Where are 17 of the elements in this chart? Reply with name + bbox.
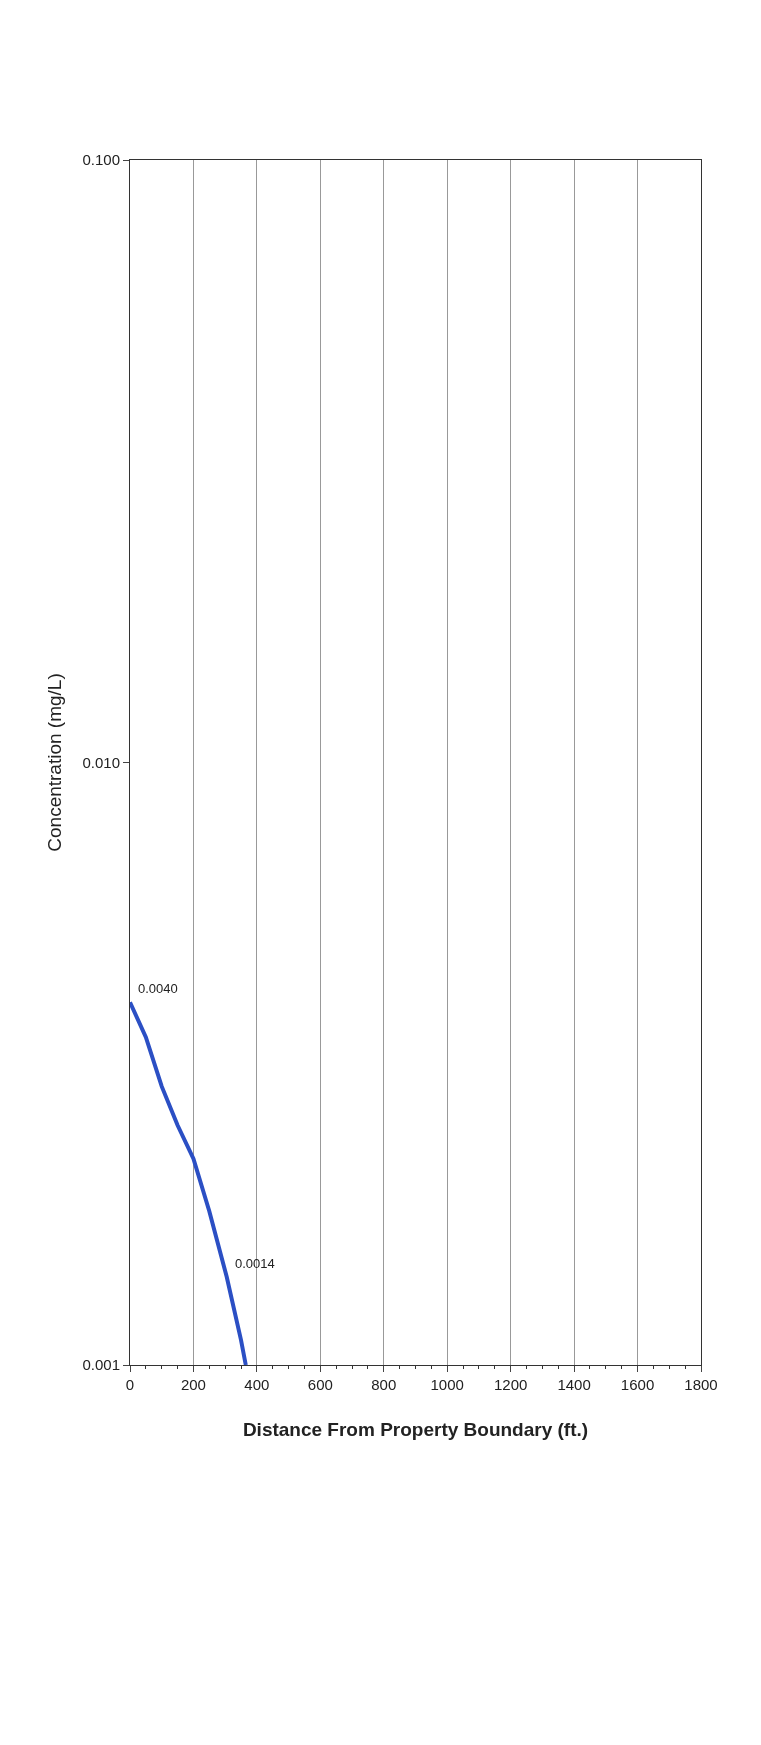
- x-tick-label: 400: [244, 1376, 270, 1393]
- y-tick-label: 0.001: [82, 1356, 120, 1374]
- x-tick-label: 0: [125, 1376, 135, 1393]
- annotation: 0.0040: [138, 981, 178, 996]
- x-tick-label: 800: [371, 1376, 397, 1393]
- x-tick-label: 1200: [493, 1376, 528, 1393]
- x-tick-label: 1000: [430, 1376, 464, 1393]
- x-tick-label: 1400: [557, 1376, 591, 1393]
- y-tick-label: 0.010: [82, 753, 120, 771]
- y-axis-title: Concentration (mg/L): [44, 673, 66, 852]
- x-tick-label: 600: [307, 1376, 333, 1393]
- x-axis-title: Distance From Property Boundary (ft.): [242, 1418, 589, 1440]
- x-tick-label: 1800: [684, 1376, 718, 1393]
- y-tick-label: 0.100: [82, 151, 120, 169]
- annotation: 0.0014: [235, 1256, 275, 1271]
- x-tick-label: 200: [180, 1376, 206, 1393]
- x-tick-label: 1600: [620, 1376, 655, 1393]
